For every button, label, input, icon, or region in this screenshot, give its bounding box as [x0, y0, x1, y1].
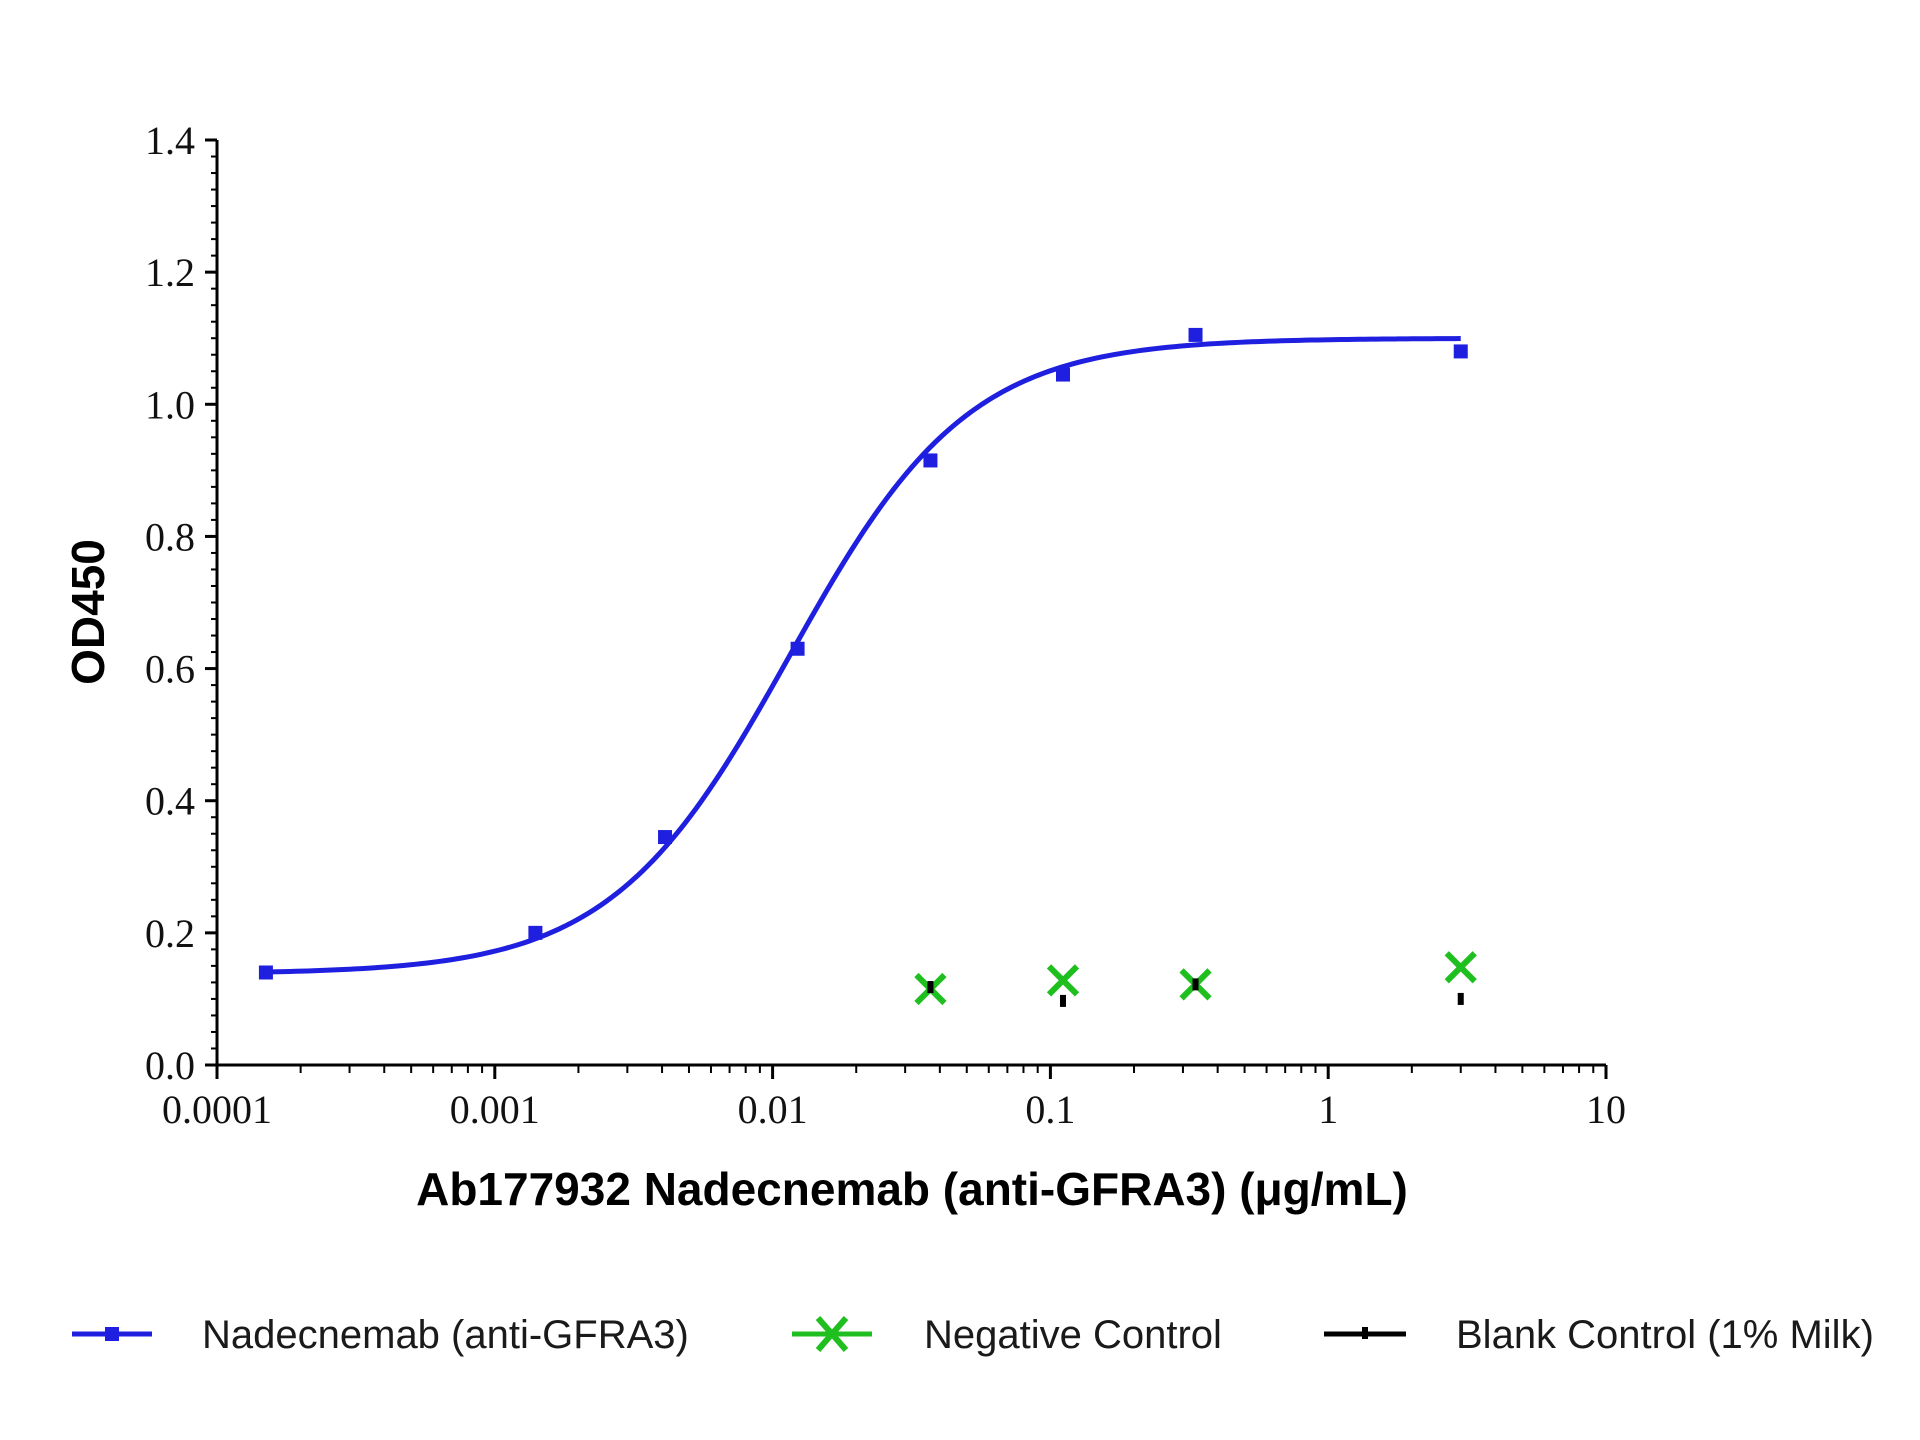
point-nadecnemab: [1188, 327, 1203, 342]
point-blank-control: [1059, 994, 1066, 1007]
point-blank-control: [1192, 978, 1199, 991]
point-nadecnemab: [923, 453, 938, 468]
axes: [215, 140, 1606, 1067]
legend-label-negative-control: Negative Control: [924, 1313, 1222, 1357]
y-axis-title: OD450: [62, 539, 114, 685]
x-tick-label: 0.1: [1025, 1087, 1075, 1132]
fit-curve-layer: [265, 336, 1461, 975]
data-points: [258, 327, 1477, 1007]
legend-item-negative-control[interactable]: Negative Control: [792, 1313, 1222, 1357]
point-negative-control: [1444, 951, 1477, 984]
x-tick-label: 1: [1318, 1087, 1338, 1132]
y-tick-label: 0.6: [145, 647, 195, 692]
x-tick-label: 0.001: [450, 1087, 540, 1132]
point-nadecnemab: [790, 641, 805, 656]
point-blank-control: [927, 981, 934, 994]
point-negative-control: [1046, 964, 1080, 997]
point-nadecnemab: [658, 830, 673, 845]
y-tick-label: 0.0: [145, 1043, 195, 1088]
y-tick-label: 1.4: [145, 118, 195, 163]
legend-marker-dash: [1362, 1327, 1368, 1339]
x-tick-label: 0.01: [738, 1087, 808, 1132]
y-tick-label: 1.2: [145, 250, 195, 295]
legend-marker-x: [815, 1316, 849, 1352]
y-tick-label: 0.2: [145, 911, 195, 956]
legend: Nadecnemab (anti-GFRA3) Negative Control…: [72, 1313, 1874, 1357]
y-tick-label: 0.8: [145, 514, 195, 559]
legend-item-nadecnemab[interactable]: Nadecnemab (anti-GFRA3): [72, 1313, 689, 1357]
fit-curve-line: [265, 336, 1461, 975]
point-nadecnemab: [258, 965, 273, 980]
x-axis-title: Ab177932 Nadecnemab (anti-GFRA3) (μg/mL): [416, 1163, 1408, 1215]
point-blank-control: [1457, 992, 1464, 1005]
x-tick-label: 10: [1586, 1087, 1626, 1132]
point-nadecnemab: [528, 925, 543, 940]
legend-label-nadecnemab: Nadecnemab (anti-GFRA3): [202, 1313, 689, 1357]
point-nadecnemab: [1453, 344, 1468, 359]
ticks: 0.0 0.2 0.4 0.6 0.8 1.0 1.2 1.4 0.0001 0.001 0.01 0…: [145, 118, 1626, 1132]
x-tick-label: 0.0001: [162, 1087, 272, 1132]
y-tick-label: 0.4: [145, 779, 195, 824]
point-nadecnemab: [1055, 367, 1070, 382]
y-tick-label: 1.0: [145, 382, 195, 427]
legend-marker-square: [105, 1327, 119, 1341]
legend-label-blank-control: Blank Control (1% Milk): [1456, 1313, 1874, 1357]
legend-item-blank-control[interactable]: Blank Control (1% Milk): [1324, 1313, 1874, 1357]
